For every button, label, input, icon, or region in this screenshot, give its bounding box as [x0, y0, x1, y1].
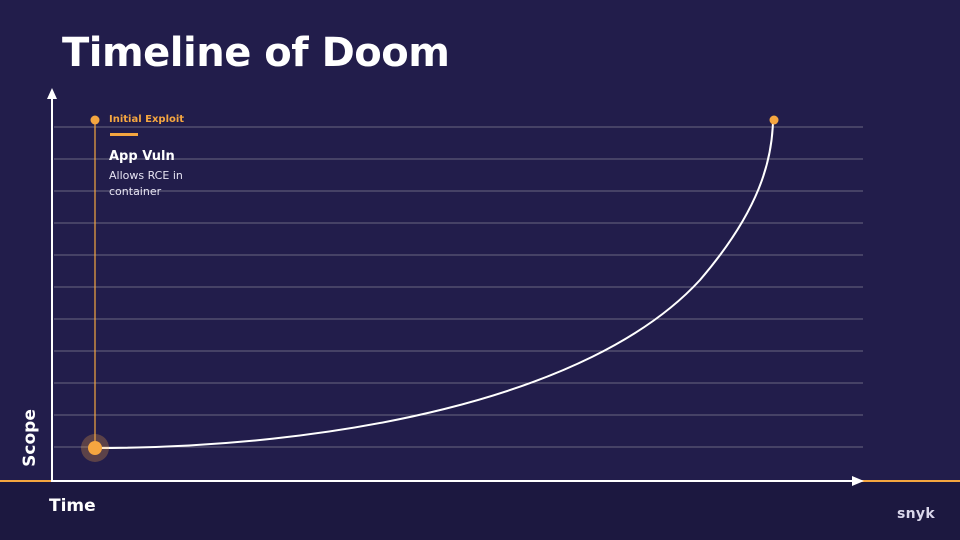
brand-logo: snyk [897, 506, 935, 522]
start-point-dot [88, 441, 102, 455]
end-point-dot [769, 115, 779, 125]
gridlines [54, 126, 863, 448]
y-axis-arrow-icon [47, 88, 57, 99]
event-description: Allows RCE in container [109, 169, 183, 198]
event-heading: App Vuln [109, 149, 175, 164]
event-marker-top-dot [90, 115, 100, 125]
event-tag: Initial Exploit [109, 114, 185, 125]
scope-growth-curve [94, 120, 774, 449]
event-tag-underline [110, 133, 138, 136]
slide-title: Timeline of Doom [62, 30, 450, 76]
y-axis-label: Scope [20, 409, 40, 467]
x-axis-label: Time [49, 496, 96, 516]
footer-band [0, 481, 960, 540]
x-axis-arrow-icon [852, 476, 864, 486]
